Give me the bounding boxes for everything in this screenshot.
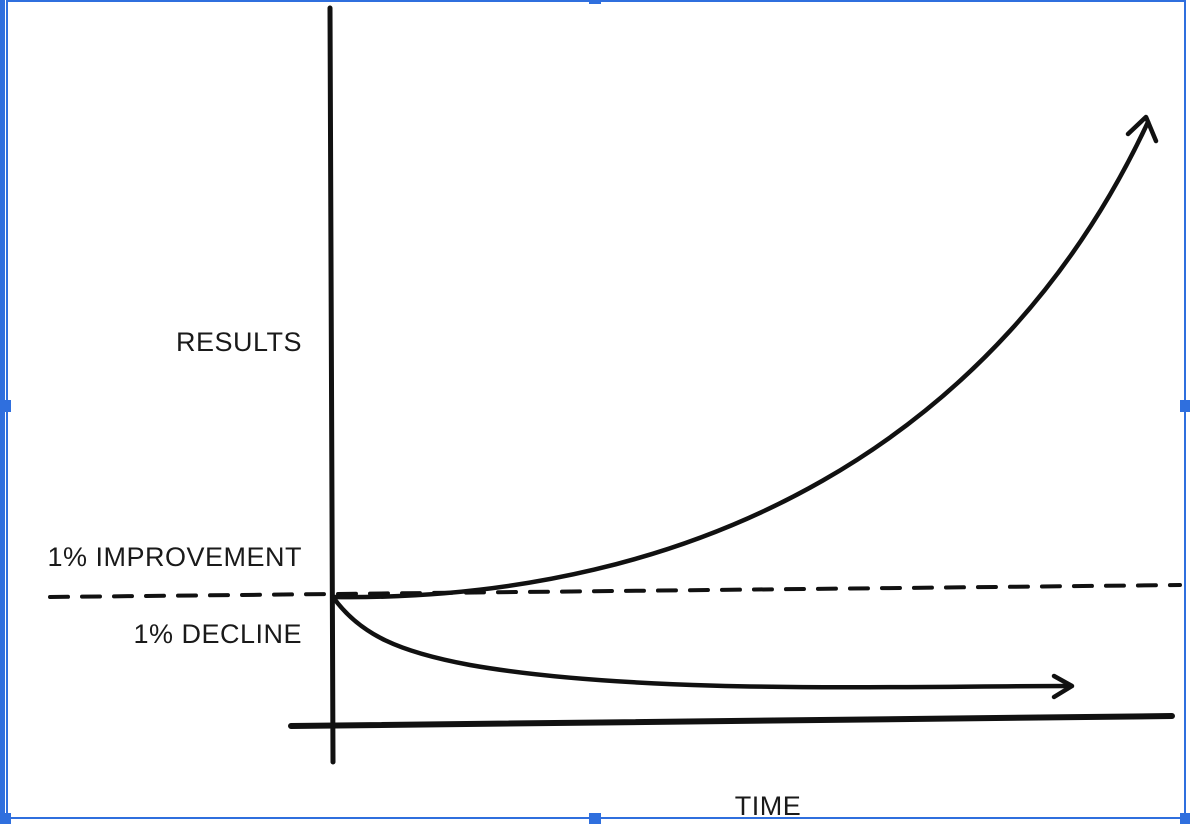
baseline [48, 583, 1182, 599]
improvement-label: 1% IMPROVEMENT [47, 542, 302, 572]
y-axis [327, 5, 336, 765]
improvement-curve [330, 119, 1151, 600]
resize-handle[interactable] [1, 400, 11, 412]
resize-handle[interactable] [1, 813, 11, 824]
decline-arrowhead [1051, 673, 1075, 700]
decline-label: 1% DECLINE [133, 619, 302, 649]
y-axis-label: RESULTS [176, 327, 302, 357]
resize-handle[interactable] [1180, 400, 1190, 412]
x-axis [288, 713, 1175, 729]
decline-curve [330, 594, 1073, 690]
x-axis-label: TIME [735, 791, 802, 821]
resize-handle[interactable] [589, 813, 601, 824]
resize-handle[interactable] [1180, 813, 1190, 824]
improvement-arrowhead [1125, 114, 1159, 144]
resize-handle[interactable] [589, 0, 601, 4]
